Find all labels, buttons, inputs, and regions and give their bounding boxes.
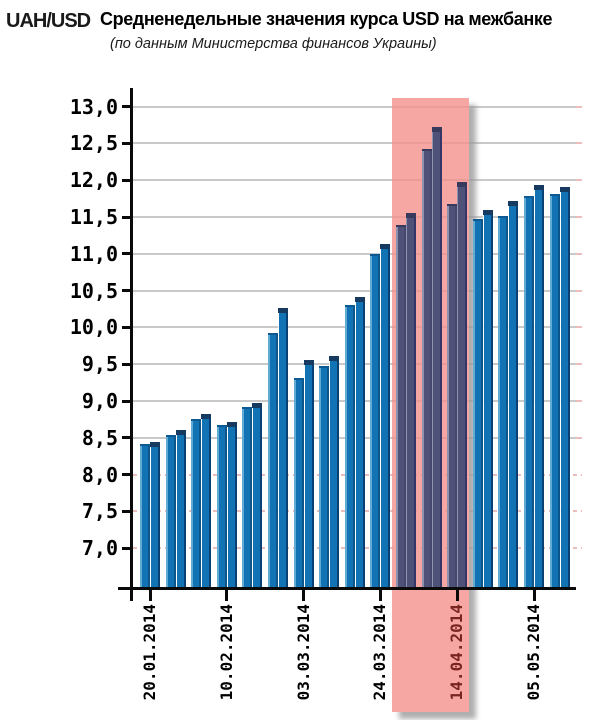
bar-back bbox=[457, 181, 468, 588]
y-axis-tick bbox=[122, 105, 133, 109]
y-axis-unit-label: UAH/USD bbox=[6, 10, 91, 32]
gridline bbox=[133, 252, 582, 255]
bar-front bbox=[421, 148, 432, 588]
y-axis-tick bbox=[122, 289, 133, 293]
bar-back bbox=[406, 213, 416, 588]
x-axis-tick bbox=[455, 588, 459, 601]
bar-front bbox=[524, 196, 534, 588]
bar-back bbox=[431, 127, 442, 588]
bar-back bbox=[534, 185, 544, 588]
y-axis-tick-label: 8,0 bbox=[81, 462, 118, 487]
bar-back bbox=[201, 414, 212, 588]
bar-front bbox=[472, 219, 483, 588]
x-axis-tick bbox=[378, 588, 382, 601]
x-axis-tick-label: 10.02.2014 bbox=[216, 604, 236, 701]
y-axis-tick bbox=[122, 178, 133, 182]
gridline bbox=[133, 142, 582, 145]
chart-title: Средненедельные значения курса USD на ме… bbox=[100, 9, 553, 29]
y-axis-tick-label: 13,0 bbox=[69, 94, 118, 119]
y-axis-tick bbox=[122, 362, 133, 366]
x-axis-tick bbox=[225, 588, 229, 601]
y-axis-tick-label: 9,0 bbox=[81, 389, 118, 414]
y-axis-tick-label: 9,5 bbox=[81, 352, 118, 377]
y-axis-tick bbox=[122, 215, 133, 219]
y-axis-line bbox=[130, 88, 133, 601]
y-axis-tick-label: 12,5 bbox=[69, 131, 118, 156]
y-axis-tick bbox=[122, 252, 133, 256]
x-axis-tick bbox=[148, 588, 152, 601]
bar-front bbox=[191, 419, 202, 588]
bar-front bbox=[549, 194, 560, 588]
x-axis-tick-label: 05.05.2014 bbox=[524, 604, 543, 701]
bar-front bbox=[344, 305, 355, 588]
bar-front bbox=[268, 332, 278, 588]
bar-front bbox=[242, 406, 253, 588]
bar-back bbox=[278, 308, 288, 588]
bar-back bbox=[175, 430, 186, 588]
y-axis-tick-label: 10,5 bbox=[69, 278, 118, 303]
y-axis-tick bbox=[122, 399, 133, 403]
bar-back bbox=[226, 422, 237, 588]
bar-back bbox=[303, 359, 314, 588]
bar-back bbox=[354, 296, 365, 588]
y-axis-tick-label: 7,5 bbox=[81, 499, 118, 524]
gridline bbox=[133, 216, 582, 219]
x-axis-tick bbox=[532, 588, 536, 601]
gridline bbox=[133, 179, 582, 182]
bar-front bbox=[140, 443, 150, 588]
bar-back bbox=[380, 243, 391, 588]
bar-front bbox=[216, 425, 227, 588]
x-axis-tick-label: 20.01.2014 bbox=[140, 604, 159, 701]
y-axis-tick-label: 11,5 bbox=[69, 205, 118, 230]
bar-front bbox=[165, 434, 176, 588]
bar-back bbox=[329, 356, 340, 588]
bar-front bbox=[498, 215, 509, 588]
bar-front bbox=[319, 365, 330, 588]
y-axis-tick bbox=[122, 141, 133, 145]
bar-back bbox=[508, 200, 519, 588]
y-axis-tick bbox=[122, 436, 133, 440]
gridline bbox=[133, 105, 582, 108]
bar-front bbox=[447, 203, 458, 588]
x-axis-tick-label: 14.04.2014 bbox=[447, 604, 467, 701]
y-axis-tick bbox=[122, 325, 133, 329]
y-axis-tick bbox=[122, 473, 133, 477]
y-axis-tick-label: 12,0 bbox=[69, 168, 118, 193]
y-axis-tick bbox=[122, 509, 133, 513]
bar-front bbox=[293, 378, 304, 588]
bar-front bbox=[396, 225, 406, 588]
x-axis-tick-label: 24.03.2014 bbox=[370, 604, 390, 701]
bar-back bbox=[559, 186, 570, 588]
gridline bbox=[133, 289, 582, 292]
x-axis-tick-label: 03.03.2014 bbox=[293, 604, 313, 701]
x-axis-tick bbox=[302, 588, 306, 601]
chart-subtitle: (по данным Министерства финансов Украины… bbox=[110, 36, 437, 52]
bar-back bbox=[252, 402, 263, 588]
bar-front bbox=[370, 253, 381, 588]
bar-back bbox=[150, 441, 160, 588]
y-axis-tick-label: 11,0 bbox=[69, 241, 118, 266]
y-axis-tick-label: 7,0 bbox=[81, 536, 118, 561]
y-axis-tick bbox=[122, 546, 133, 550]
x-axis-line bbox=[118, 587, 576, 590]
y-axis-tick-label: 8,5 bbox=[81, 425, 118, 450]
bar-back bbox=[482, 209, 493, 588]
y-axis-tick-label: 10,0 bbox=[69, 315, 118, 340]
